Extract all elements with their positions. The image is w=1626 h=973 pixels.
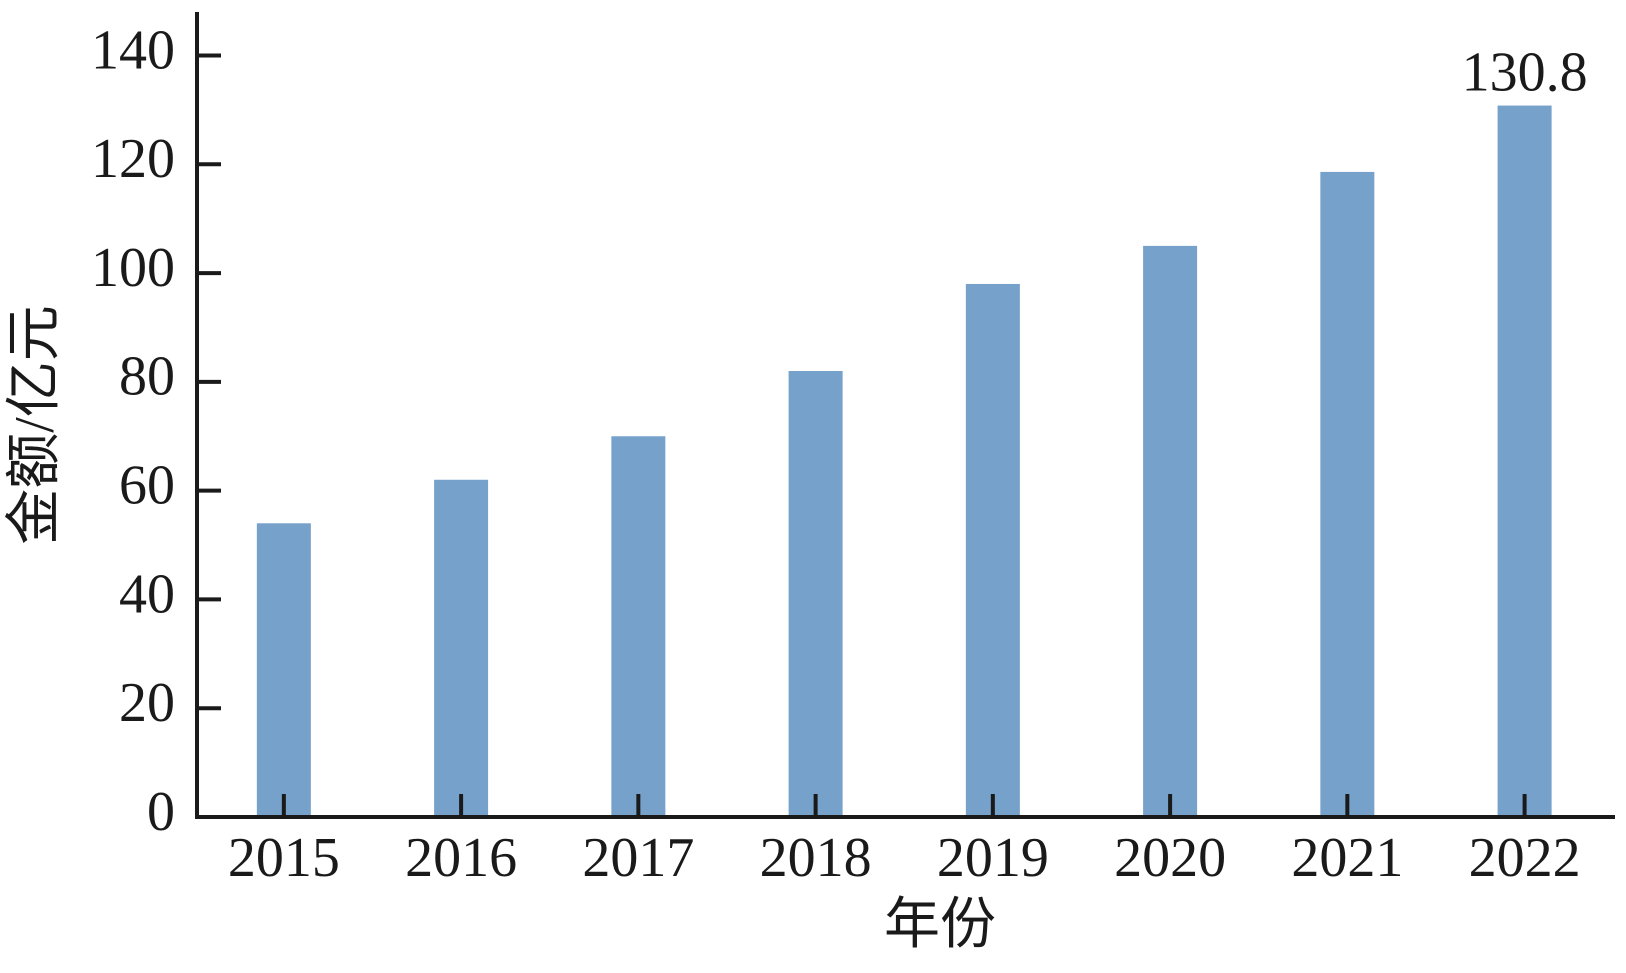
x-tick-label: 2019 <box>937 827 1049 889</box>
value-label: 130.8 <box>1462 41 1588 103</box>
y-tick-label: 80 <box>119 346 175 408</box>
y-tick-label: 120 <box>91 128 175 190</box>
y-axis-label: 金额/亿元 <box>4 305 66 545</box>
x-tick-label: 2021 <box>1291 827 1403 889</box>
bar <box>1143 245 1198 817</box>
bar <box>1320 171 1375 817</box>
x-tick-label: 2017 <box>582 827 694 889</box>
bar <box>611 436 666 817</box>
x-tick-label: 2020 <box>1114 827 1226 889</box>
x-tick-label: 2015 <box>228 827 340 889</box>
bar <box>1497 105 1552 817</box>
bar <box>434 479 489 817</box>
x-tick-label: 2018 <box>760 827 872 889</box>
x-tick-label: 2016 <box>405 827 517 889</box>
bar <box>965 283 1020 817</box>
x-tick-label: 2022 <box>1469 827 1581 889</box>
y-tick-label: 60 <box>119 454 175 516</box>
bar <box>788 370 843 817</box>
y-tick-label: 0 <box>147 781 175 843</box>
y-tick-label: 100 <box>91 237 175 299</box>
y-tick-label: 20 <box>119 672 175 734</box>
x-axis-label: 年份 <box>884 894 996 956</box>
y-tick-label: 140 <box>91 19 175 81</box>
y-tick-label: 40 <box>119 563 175 625</box>
bar <box>256 523 311 817</box>
